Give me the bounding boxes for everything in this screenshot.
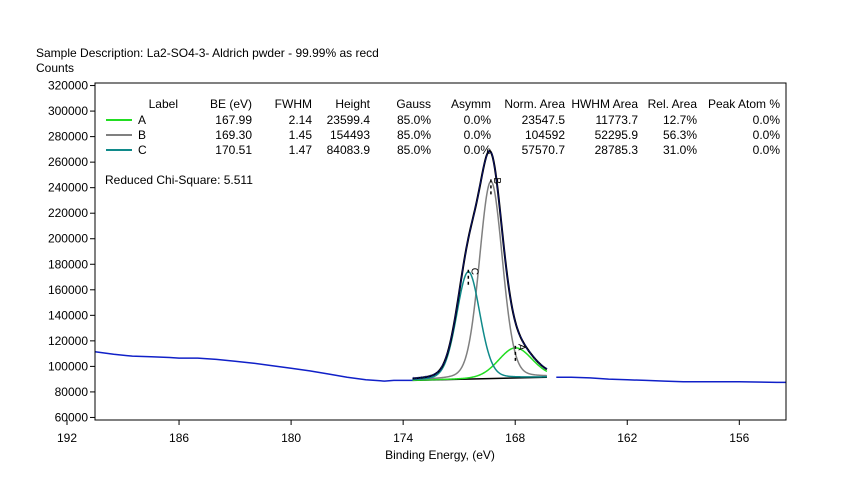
y-axis-label: Counts bbox=[36, 61, 74, 75]
plot-frame bbox=[94, 82, 787, 421]
x-tick-label: 156 bbox=[729, 431, 749, 445]
y-tick-label: 120000 bbox=[48, 334, 88, 348]
x-tick-label: 186 bbox=[169, 431, 189, 445]
table-header: Height bbox=[335, 97, 370, 111]
peak-marker-label: A bbox=[515, 344, 526, 351]
table-cell: 170.51 bbox=[215, 143, 252, 157]
peak-marker-label: C bbox=[468, 268, 479, 275]
component-b bbox=[412, 180, 547, 381]
table-cell: 28785.3 bbox=[595, 143, 639, 157]
table-cell: 0.0% bbox=[753, 113, 781, 127]
table-cell: 0.0% bbox=[464, 128, 492, 142]
sample-description: Sample Description: La2-SO4-3- Aldrich p… bbox=[36, 46, 379, 60]
table-cell: 85.0% bbox=[397, 143, 431, 157]
legend-label: C bbox=[138, 143, 147, 157]
table-cell: 23599.4 bbox=[327, 113, 371, 127]
table-cell: 56.3% bbox=[663, 128, 697, 142]
x-tick-label: 162 bbox=[617, 431, 637, 445]
raw-data-line-right bbox=[556, 376, 786, 384]
y-tick-label: 320000 bbox=[48, 79, 88, 93]
y-tick-label: 300000 bbox=[48, 104, 88, 118]
chi-square-label: Reduced Chi-Square: 5.511 bbox=[105, 173, 253, 187]
x-axis: 192 186 180 174 168 162 156 bbox=[57, 420, 750, 445]
table-cell: 23547.5 bbox=[522, 113, 566, 127]
x-tick-label: 192 bbox=[57, 431, 77, 445]
raw-data-line-left bbox=[94, 350, 413, 382]
table-header: Norm. Area bbox=[504, 97, 565, 111]
y-axis: 60000 80000 100000 120000 140000 160000 180000… bbox=[48, 79, 95, 424]
x-tick-label: 180 bbox=[281, 431, 301, 445]
table-cell: 84083.9 bbox=[327, 143, 371, 157]
y-tick-label: 280000 bbox=[48, 130, 88, 144]
table-cell: 52295.9 bbox=[595, 128, 639, 142]
table-header: HWHM Area bbox=[571, 97, 638, 111]
table-cell: 104592 bbox=[525, 128, 565, 142]
table-cell: 31.0% bbox=[663, 143, 697, 157]
table-header: FWHM bbox=[275, 97, 312, 111]
table-cell: 169.30 bbox=[215, 128, 252, 142]
legend-label: A bbox=[138, 113, 146, 127]
table-cell: 85.0% bbox=[397, 128, 431, 142]
table-cell: 11773.7 bbox=[596, 113, 639, 127]
raw-data-peak bbox=[412, 150, 548, 380]
y-tick-label: 180000 bbox=[48, 257, 88, 271]
table-cell: 57570.7 bbox=[522, 143, 566, 157]
y-tick-label: 80000 bbox=[55, 385, 89, 399]
y-tick-label: 260000 bbox=[48, 155, 88, 169]
table-header: BE (eV) bbox=[210, 97, 252, 111]
y-tick-label: 100000 bbox=[48, 359, 88, 373]
peak-marker-label: B bbox=[491, 177, 502, 184]
y-tick-label: 140000 bbox=[48, 308, 88, 322]
x-axis-label: Binding Energy, (eV) bbox=[385, 448, 495, 462]
x-tick-label: 174 bbox=[393, 431, 413, 445]
table-cell: 0.0% bbox=[464, 143, 492, 157]
y-tick-label: 200000 bbox=[48, 232, 88, 246]
table-cell: 0.0% bbox=[753, 128, 781, 142]
x-tick-label: 168 bbox=[505, 431, 525, 445]
table-cell: 2.14 bbox=[289, 113, 313, 127]
table-header: Gauss bbox=[396, 97, 431, 111]
table-cell: 154493 bbox=[330, 128, 370, 142]
y-tick-label: 240000 bbox=[48, 181, 88, 195]
table-header: Peak Atom % bbox=[708, 97, 780, 111]
table-cell: 0.0% bbox=[464, 113, 492, 127]
table-cell: 167.99 bbox=[215, 113, 252, 127]
table-cell: 1.47 bbox=[289, 143, 313, 157]
y-tick-label: 160000 bbox=[48, 283, 88, 297]
y-tick-label: 220000 bbox=[48, 206, 88, 220]
table-header: Rel. Area bbox=[648, 97, 698, 111]
table-header: Asymm bbox=[451, 97, 491, 111]
table-header: Label bbox=[149, 97, 178, 111]
component-c bbox=[412, 271, 547, 381]
y-tick-label: 60000 bbox=[55, 410, 89, 424]
table-cell: 85.0% bbox=[397, 113, 431, 127]
table-cell: 1.45 bbox=[289, 128, 313, 142]
peak-table: Label BE (eV) FWHM Height Gauss Asymm Norm. Ar… bbox=[106, 97, 780, 157]
plot-area: A B C bbox=[94, 149, 786, 384]
table-cell: 0.0% bbox=[753, 143, 781, 157]
legend-label: B bbox=[138, 128, 146, 142]
component-a bbox=[412, 347, 548, 382]
table-cell: 12.7% bbox=[663, 113, 697, 127]
